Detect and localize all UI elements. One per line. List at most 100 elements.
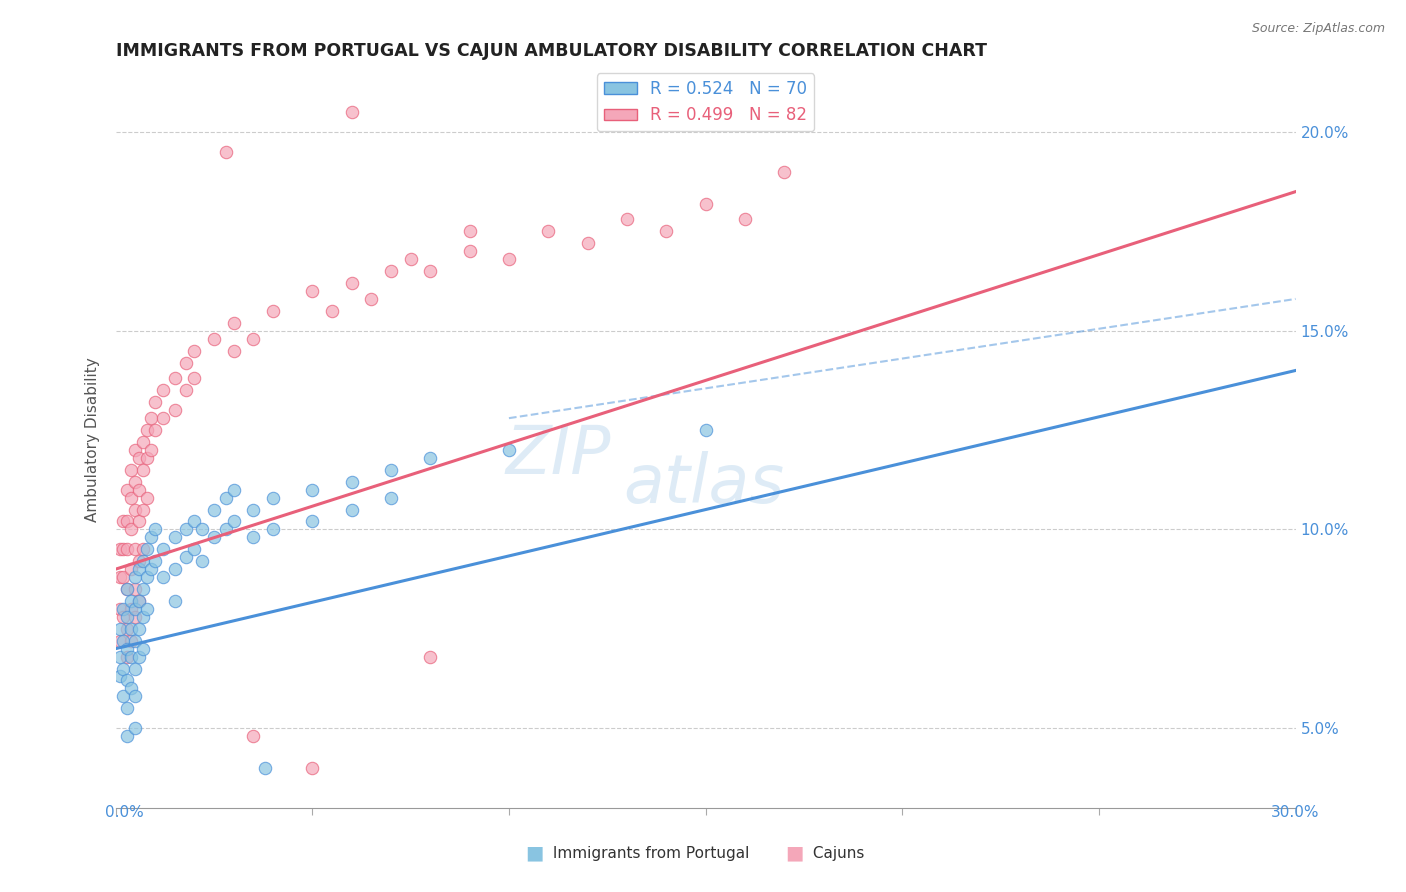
Point <box>117 622 139 636</box>
Point <box>132 582 155 596</box>
Point <box>120 594 142 608</box>
Text: ZIP: ZIP <box>506 422 612 488</box>
Point <box>124 542 146 557</box>
Point <box>132 554 155 568</box>
Point <box>176 523 198 537</box>
Point <box>616 212 638 227</box>
Point <box>112 690 135 704</box>
Point <box>695 423 717 437</box>
Point <box>498 442 520 457</box>
Point <box>132 641 155 656</box>
Point <box>340 105 363 120</box>
Point <box>655 224 678 238</box>
Point <box>152 542 174 557</box>
Point <box>108 570 131 584</box>
Point <box>301 483 323 497</box>
Point <box>340 475 363 489</box>
Point <box>124 610 146 624</box>
Point <box>128 554 150 568</box>
Point <box>117 483 139 497</box>
Point <box>112 515 135 529</box>
Point <box>128 594 150 608</box>
Point <box>120 523 142 537</box>
Point <box>117 542 139 557</box>
Point <box>117 649 139 664</box>
Point <box>163 530 186 544</box>
Point <box>183 343 205 358</box>
Point <box>139 530 162 544</box>
Point <box>120 622 142 636</box>
Point <box>152 384 174 398</box>
Point <box>132 463 155 477</box>
Point <box>380 463 402 477</box>
Point <box>132 542 155 557</box>
Point <box>202 332 225 346</box>
Point <box>136 450 159 465</box>
Point <box>120 562 142 576</box>
Point <box>163 594 186 608</box>
Point <box>380 491 402 505</box>
Point <box>112 633 135 648</box>
Point <box>128 450 150 465</box>
Point <box>222 515 245 529</box>
Point <box>254 761 277 775</box>
Point <box>136 542 159 557</box>
Text: 0.0%: 0.0% <box>105 805 145 820</box>
Point <box>458 244 481 259</box>
Point <box>139 411 162 425</box>
Point <box>262 304 284 318</box>
Point <box>124 721 146 735</box>
Point <box>117 610 139 624</box>
Point <box>139 442 162 457</box>
Point <box>108 633 131 648</box>
Point <box>108 649 131 664</box>
Point <box>191 554 214 568</box>
Point <box>132 435 155 450</box>
Point <box>128 649 150 664</box>
Point <box>124 661 146 675</box>
Point <box>242 332 264 346</box>
Point <box>183 371 205 385</box>
Point <box>108 669 131 683</box>
Point <box>124 442 146 457</box>
Text: IMMIGRANTS FROM PORTUGAL VS CAJUN AMBULATORY DISABILITY CORRELATION CHART: IMMIGRANTS FROM PORTUGAL VS CAJUN AMBULA… <box>115 42 987 60</box>
Point <box>143 395 166 409</box>
Point <box>143 423 166 437</box>
Point <box>120 491 142 505</box>
Point <box>120 633 142 648</box>
Point <box>242 502 264 516</box>
Text: ■: ■ <box>785 843 804 862</box>
Point <box>215 523 238 537</box>
Point <box>120 649 142 664</box>
Point <box>163 562 186 576</box>
Point <box>183 542 205 557</box>
Y-axis label: Ambulatory Disability: Ambulatory Disability <box>86 358 100 523</box>
Text: Cajuns: Cajuns <box>808 847 865 861</box>
Point <box>380 264 402 278</box>
Point <box>215 145 238 159</box>
Point <box>773 165 796 179</box>
Point <box>117 701 139 715</box>
Point <box>301 284 323 298</box>
Point <box>458 224 481 238</box>
Point <box>202 530 225 544</box>
Point <box>152 411 174 425</box>
Point <box>163 403 186 417</box>
Point <box>301 515 323 529</box>
Point <box>242 729 264 743</box>
Legend: R = 0.524   N = 70, R = 0.499   N = 82: R = 0.524 N = 70, R = 0.499 N = 82 <box>598 73 814 131</box>
Point <box>136 570 159 584</box>
Point <box>163 371 186 385</box>
Point <box>262 491 284 505</box>
Point <box>128 515 150 529</box>
Text: atlas: atlas <box>623 451 785 517</box>
Point <box>136 423 159 437</box>
Point <box>108 542 131 557</box>
Point <box>124 475 146 489</box>
Point <box>136 602 159 616</box>
Point <box>176 550 198 565</box>
Point <box>222 343 245 358</box>
Point <box>143 523 166 537</box>
Point <box>128 594 150 608</box>
Text: Immigrants from Portugal: Immigrants from Portugal <box>548 847 749 861</box>
